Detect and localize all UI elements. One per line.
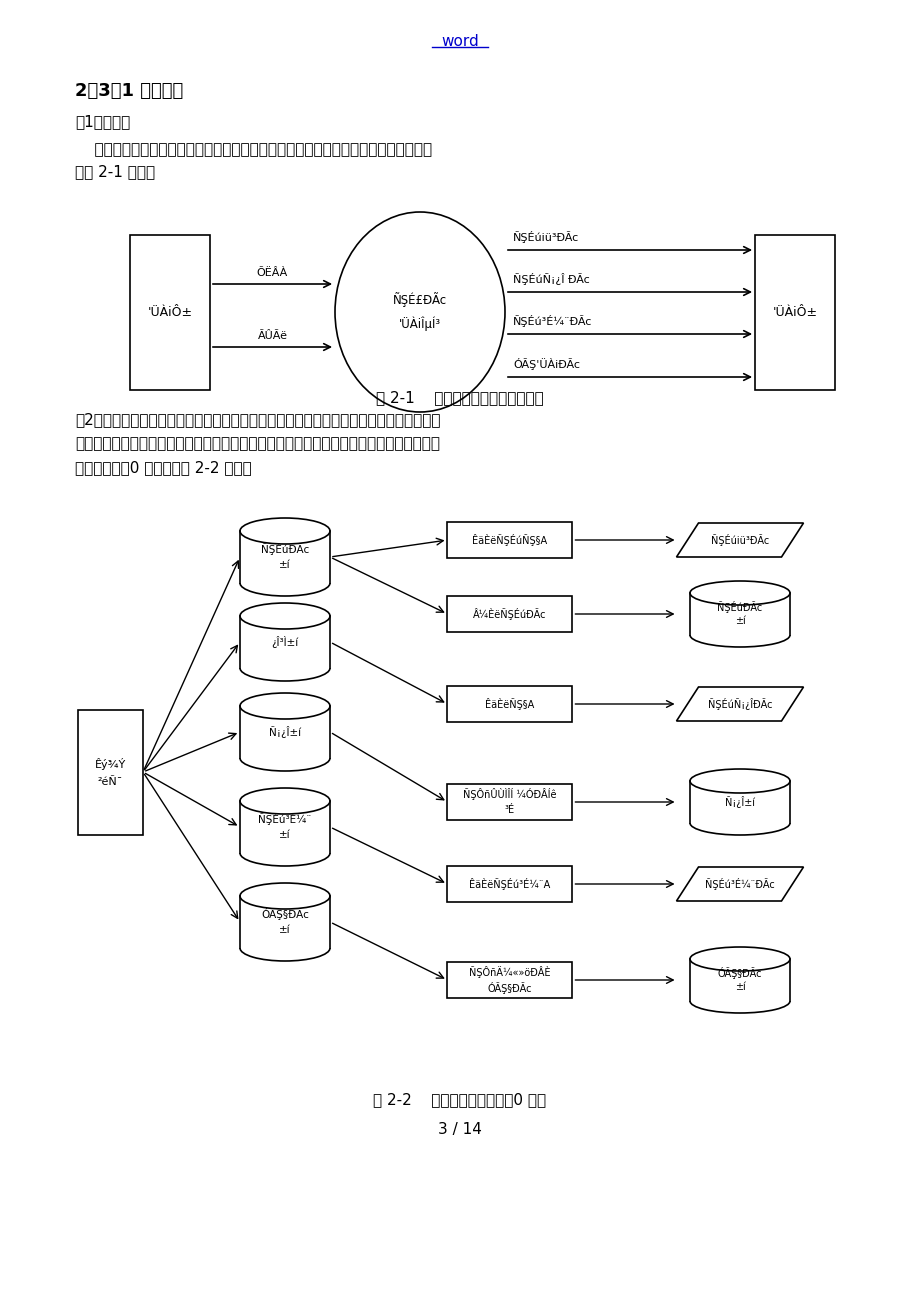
Text: ÑŞÉ£ÐÃc: ÑŞÉ£ÐÃc: [392, 293, 447, 307]
Ellipse shape: [335, 212, 505, 411]
Bar: [447, 596, 572, 631]
Bar: [754, 234, 834, 389]
Text: ±í: ±í: [278, 560, 290, 570]
Bar: [688, 810, 790, 823]
Ellipse shape: [689, 990, 789, 1013]
Ellipse shape: [240, 518, 330, 544]
Bar: [688, 988, 790, 1001]
Bar: [447, 686, 572, 723]
Text: ÑŞÉúÐÃc: ÑŞÉúÐÃc: [717, 602, 762, 613]
Text: 如图 2-1 所示。: 如图 2-1 所示。: [75, 164, 155, 178]
Text: ³É: ³É: [505, 805, 515, 815]
Text: ÑŞÉúÑ¡¿ÎÐÃc: ÑŞÉúÑ¡¿ÎÐÃc: [707, 698, 771, 710]
Ellipse shape: [240, 840, 330, 866]
Text: 3 / 14: 3 / 14: [437, 1122, 482, 1137]
Polygon shape: [675, 867, 802, 901]
Ellipse shape: [689, 769, 789, 793]
Text: ÕËÂÀ: ÕËÂÀ: [256, 268, 288, 279]
Text: ÊäÈëÑŞÉúÑŞ§A: ÊäÈëÑŞÉúÑŞ§A: [472, 534, 547, 546]
Bar: [239, 934, 331, 948]
Ellipse shape: [240, 655, 330, 681]
Bar: [447, 522, 572, 559]
Ellipse shape: [689, 811, 789, 835]
Bar: [239, 569, 331, 583]
Text: ±í: ±í: [734, 982, 744, 992]
Text: ÑŞÉúÑ¡¿Î ÐÃc: ÑŞÉúÑ¡¿Î ÐÃc: [513, 273, 589, 285]
Text: ÑŞÔñÛÙÌÎÍ ¼ÓÐÂÍê: ÑŞÔñÛÙÌÎÍ ¼ÓÐÂÍê: [463, 788, 556, 799]
Text: 'ÜÀiÔ±: 'ÜÀiÔ±: [772, 306, 817, 319]
Ellipse shape: [689, 947, 789, 971]
Bar: [78, 710, 142, 835]
Text: ÑŞÔñÄ¼«»öÐÂÈ: ÑŞÔñÄ¼«»öÐÂÈ: [469, 966, 550, 978]
Bar: [240, 896, 330, 948]
Ellipse shape: [240, 935, 330, 961]
Bar: [689, 960, 789, 1001]
Text: ÑŞÉúiü³ÐÃc: ÑŞÉúiü³ÐÃc: [710, 534, 768, 546]
Text: ÊäÈëÑŞÉú³É¼¨A: ÊäÈëÑŞÉú³É¼¨A: [469, 878, 550, 891]
Bar: [239, 838, 331, 853]
Ellipse shape: [240, 570, 330, 596]
Bar: [447, 866, 572, 902]
Text: ²éÑ¯: ²éÑ¯: [97, 777, 123, 786]
Ellipse shape: [240, 745, 330, 771]
Text: Êý¾Ý: Êý¾Ý: [95, 758, 126, 769]
Text: ÑŞÉúiü³ÐÃc: ÑŞÉúiü³ÐÃc: [513, 230, 579, 243]
Text: 图 2-2    学生信息管理系统的0 层图: 图 2-2 学生信息管理系统的0 层图: [373, 1092, 546, 1107]
Text: ÑŞÉú³É¼¨ÐÃc: ÑŞÉú³É¼¨ÐÃc: [704, 878, 774, 891]
Text: ¿Î³Ì±í: ¿Î³Ì±í: [271, 635, 299, 648]
Bar: [240, 801, 330, 853]
Ellipse shape: [240, 693, 330, 719]
Bar: [688, 622, 790, 635]
Text: ±í: ±í: [278, 924, 290, 935]
Bar: [239, 654, 331, 668]
Text: （2）顶层数据流图从总体上反映了学生信息管理系统的信息联系。按自顶向下、逐层分解: （2）顶层数据流图从总体上反映了学生信息管理系统的信息联系。按自顶向下、逐层分解: [75, 411, 440, 427]
Text: ±í: ±í: [278, 829, 290, 840]
Text: 的方法对顶层图进一步细化，划分出几个主要的功能模块，并明确各功能之间的联系，绘制: 的方法对顶层图进一步细化，划分出几个主要的功能模块，并明确各功能之间的联系，绘制: [75, 436, 439, 450]
Text: ÃÛÃë: ÃÛÃë: [257, 331, 287, 341]
Text: ÓÃŞ§ÐÃc: ÓÃŞ§ÐÃc: [717, 967, 762, 979]
Bar: [239, 743, 331, 758]
Text: 'ÜÀiÎµÍ³: 'ÜÀiÎµÍ³: [399, 316, 440, 331]
Ellipse shape: [689, 622, 789, 647]
Polygon shape: [675, 523, 802, 557]
Text: Ñ¡¿Î±í: Ñ¡¿Î±í: [268, 727, 301, 738]
Text: Â¼ÈëÑŞÉúÐÃc: Â¼ÈëÑŞÉúÐÃc: [472, 608, 546, 620]
Text: ÓÃŞ§ÐÃc: ÓÃŞ§ÐÃc: [487, 982, 532, 993]
Text: 分析学生信息管理系统的数据来源和去向，确定外部项，绘制出数据流图的顶层图，: 分析学生信息管理系统的数据来源和去向，确定外部项，绘制出数据流图的顶层图，: [75, 142, 432, 158]
Bar: [447, 962, 572, 999]
Text: 出数据流图的0 层图，如图 2-2 所示。: 出数据流图的0 层图，如图 2-2 所示。: [75, 460, 252, 475]
Bar: [689, 781, 789, 823]
Text: word: word: [440, 34, 479, 49]
Ellipse shape: [689, 581, 789, 605]
Text: ÑŞÉú³É¼¨ÐÃc: ÑŞÉú³É¼¨ÐÃc: [513, 315, 592, 327]
Bar: [447, 784, 572, 820]
Bar: [240, 531, 330, 583]
Text: ÊäÈëÑŞ§A: ÊäÈëÑŞ§A: [485, 698, 534, 710]
Bar: [240, 706, 330, 758]
Text: Ñ¡¿Î±í: Ñ¡¿Î±í: [724, 796, 754, 809]
Bar: [689, 592, 789, 635]
Text: ÓÃŞ'ÜÀiÐÃc: ÓÃŞ'ÜÀiÐÃc: [513, 358, 579, 370]
Text: （1）顶层图: （1）顶层图: [75, 115, 130, 129]
Text: ÑŞÉú³É¼¨: ÑŞÉú³É¼¨: [258, 812, 312, 825]
Ellipse shape: [240, 788, 330, 814]
Text: ÑŞÉúÐÃc: ÑŞÉúÐÃc: [261, 543, 309, 555]
Text: 图 2-1    学生信息管理系统的顶层图: 图 2-1 学生信息管理系统的顶层图: [376, 391, 543, 405]
Ellipse shape: [240, 603, 330, 629]
Ellipse shape: [240, 883, 330, 909]
Text: ±í: ±í: [734, 616, 744, 626]
Bar: [130, 234, 210, 389]
Text: 2％3％1 数据流图: 2％3％1 数据流图: [75, 82, 183, 100]
Polygon shape: [675, 687, 802, 721]
Bar: [240, 616, 330, 668]
Text: ÓÃŞ§ÐÃc: ÓÃŞ§ÐÃc: [261, 907, 309, 921]
Text: 'ÜÀiÔ±: 'ÜÀiÔ±: [147, 306, 192, 319]
